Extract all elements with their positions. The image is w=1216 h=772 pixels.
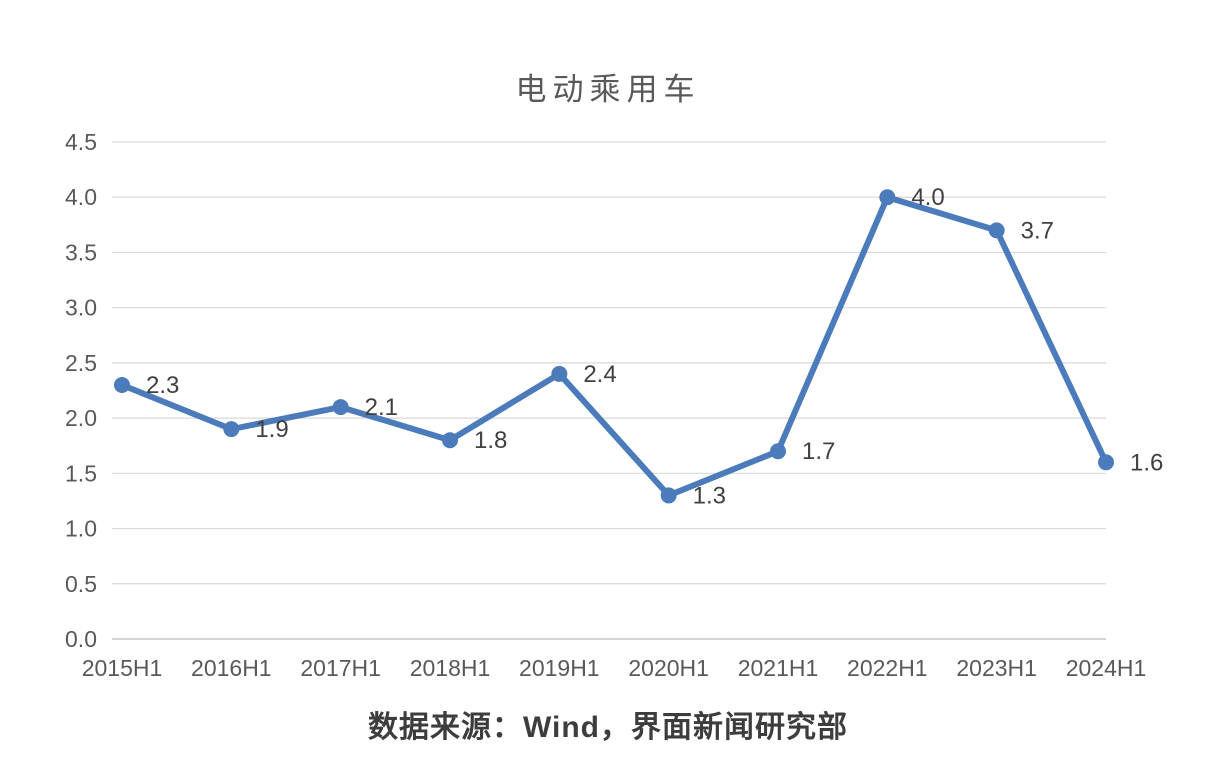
y-tick-label: 2.0 bbox=[65, 405, 97, 431]
chart-title: 电动乘用车 bbox=[515, 72, 701, 107]
data-label: 2.4 bbox=[583, 361, 616, 388]
y-tick-label: 1.0 bbox=[65, 516, 97, 542]
series-line bbox=[119, 194, 1109, 499]
x-tick-label: 2018H1 bbox=[410, 655, 491, 681]
data-label: 1.6 bbox=[1130, 449, 1163, 476]
y-tick-label: 1.5 bbox=[65, 460, 97, 486]
x-tick-label: 2019H1 bbox=[519, 655, 600, 681]
x-tick-label: 2021H1 bbox=[738, 655, 819, 681]
x-tick-label: 2022H1 bbox=[847, 655, 928, 681]
data-point-marker bbox=[114, 376, 130, 393]
y-tick-label: 4.0 bbox=[65, 184, 97, 210]
x-tick-label: 2023H1 bbox=[956, 655, 1037, 681]
data-point-marker bbox=[660, 487, 677, 504]
data-point-marker bbox=[988, 222, 1005, 239]
x-tick-label: 2016H1 bbox=[191, 655, 272, 681]
data-point-marker bbox=[770, 443, 786, 460]
data-source-note: 数据来源：Wind，界面新闻研究部 bbox=[367, 711, 849, 744]
data-point-marker bbox=[551, 365, 568, 382]
data-label: 1.7 bbox=[802, 438, 835, 465]
y-tick-label: 2.5 bbox=[65, 350, 97, 376]
data-point-marker bbox=[879, 189, 896, 206]
line-chart: 0.0 0.5 1.0 1.5 2.0 2.5 3.0 3.5 4.0 4.5 2015H1 2016… bbox=[65, 129, 1163, 681]
data-point-marker bbox=[223, 421, 240, 438]
data-label: 2.3 bbox=[146, 372, 179, 399]
data-label: 2.1 bbox=[365, 394, 398, 421]
y-tick-label: 3.5 bbox=[65, 239, 97, 265]
x-tick-label: 2024H1 bbox=[1066, 655, 1147, 681]
y-tick-label: 0.0 bbox=[65, 626, 97, 652]
data-label: 4.0 bbox=[911, 184, 944, 211]
data-label: 1.3 bbox=[693, 482, 726, 509]
data-point-marker bbox=[332, 399, 349, 416]
y-tick-label: 4.5 bbox=[65, 129, 97, 155]
data-label: 1.9 bbox=[255, 416, 288, 443]
y-tick-label: 0.5 bbox=[65, 571, 97, 597]
x-tick-label: 2015H1 bbox=[82, 655, 163, 681]
data-label: 1.8 bbox=[474, 427, 507, 454]
data-label: 3.7 bbox=[1021, 217, 1054, 244]
x-tick-label: 2020H1 bbox=[628, 655, 709, 681]
data-point-marker bbox=[1098, 454, 1114, 471]
x-tick-label: 2017H1 bbox=[300, 655, 381, 681]
y-tick-label: 3.0 bbox=[65, 295, 97, 321]
data-point-marker bbox=[442, 432, 458, 449]
